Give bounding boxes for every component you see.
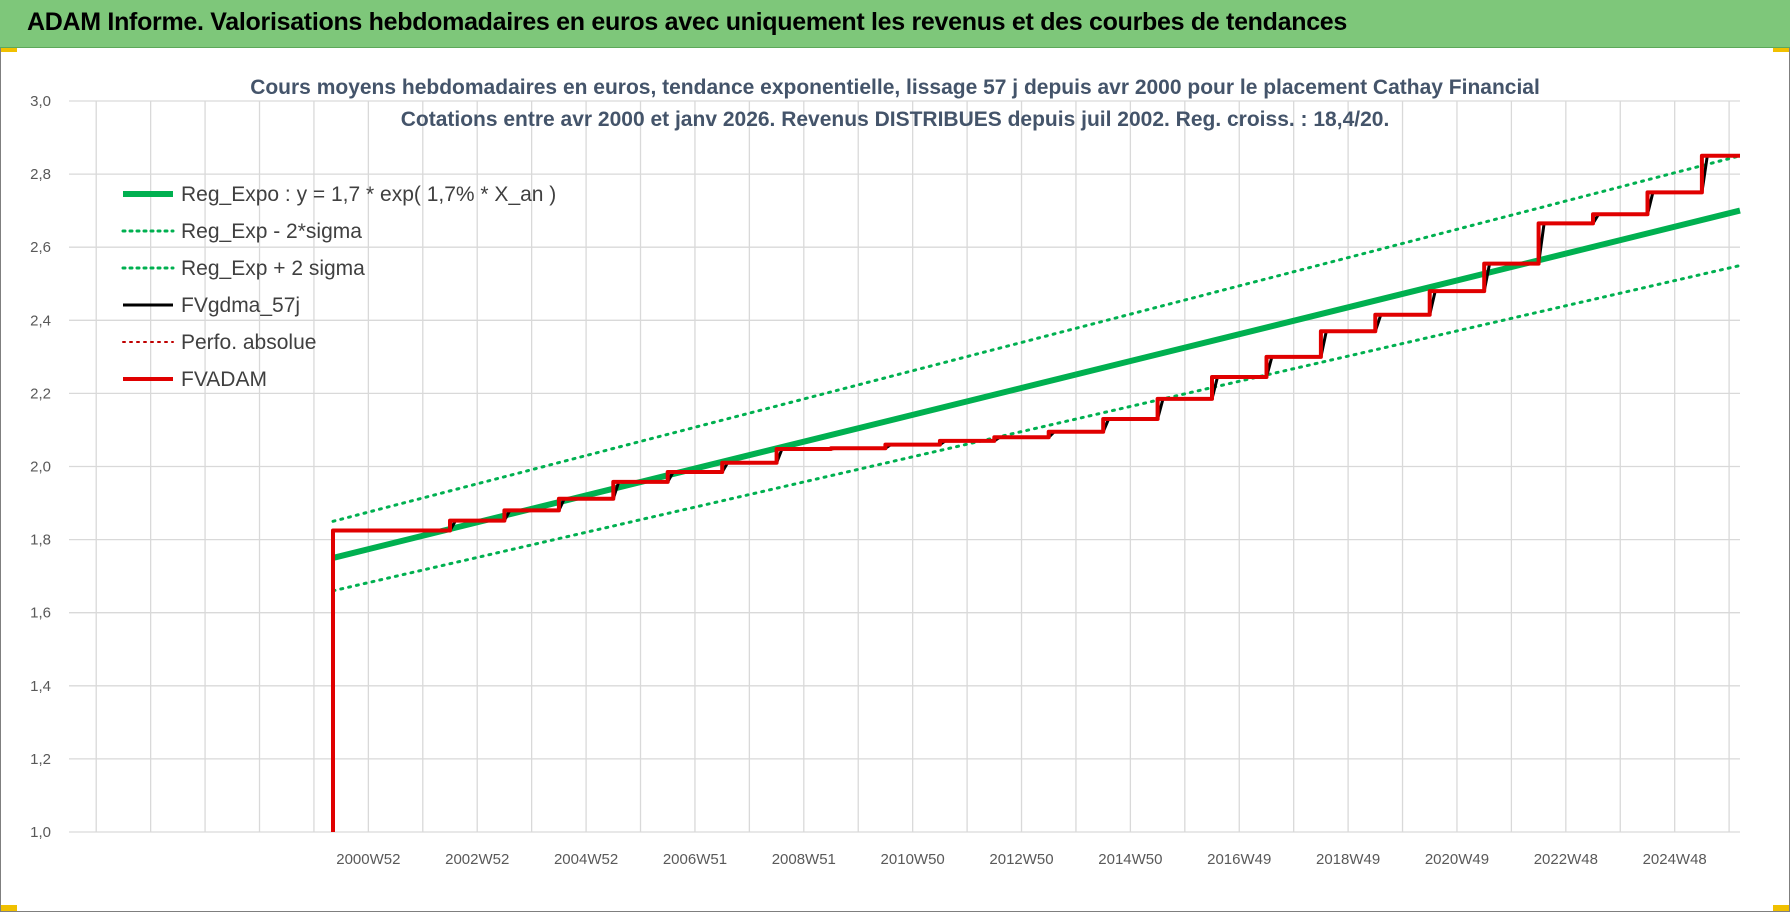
x-tick-label: 2018W49 bbox=[1316, 851, 1380, 868]
header-banner: ADAM Informe. Valorisations hebdomadaire… bbox=[0, 0, 1790, 48]
grid bbox=[69, 100, 1740, 833]
x-tick-label: 2012W50 bbox=[989, 851, 1053, 868]
y-tick-label: 1,8 bbox=[30, 532, 51, 549]
x-tick-label: 2004W52 bbox=[554, 851, 618, 868]
y-tick-label: 1,0 bbox=[30, 824, 51, 841]
legend-label: Perfo. absolue bbox=[181, 331, 316, 354]
chart-title-line-2: Cotations entre avr 2000 et janv 2026. R… bbox=[401, 108, 1390, 131]
x-tick-label: 2014W50 bbox=[1098, 851, 1162, 868]
y-tick-label: 1,2 bbox=[30, 751, 51, 768]
y-tick-label: 2,0 bbox=[30, 459, 51, 476]
y-tick-label: 1,4 bbox=[30, 678, 51, 695]
x-tick-label: 2010W50 bbox=[881, 851, 945, 868]
legend-label: Reg_Exp - 2*sigma bbox=[181, 220, 362, 243]
y-tick-label: 2,4 bbox=[30, 312, 51, 329]
series-line bbox=[333, 154, 1740, 532]
series-line bbox=[331, 264, 1742, 593]
y-tick-label: 2,8 bbox=[30, 166, 51, 183]
x-tick-label: 2008W51 bbox=[772, 851, 836, 868]
series-line bbox=[331, 154, 1742, 523]
y-tick-label: 3,0 bbox=[30, 93, 51, 110]
x-tick-label: 2016W49 bbox=[1207, 851, 1271, 868]
x-tick-label: 2006W51 bbox=[663, 851, 727, 868]
y-tick-label: 2,6 bbox=[30, 239, 51, 256]
x-tick-label: 2024W48 bbox=[1643, 851, 1707, 868]
corner-marker bbox=[1, 46, 17, 52]
y-axis-ticks: 1,0 1,2 1,4 1,6 1,8 2,0 2,2 2,4 2,6 2,8 3,0 bbox=[30, 93, 51, 841]
page-title: ADAM Informe. Valorisations hebdomadaire… bbox=[27, 8, 1348, 36]
legend-label: FVgdma_57j bbox=[181, 294, 300, 317]
legend-label: FVADAM bbox=[181, 368, 267, 391]
legend-label: Reg_Exp + 2 sigma bbox=[181, 257, 365, 280]
corner-marker bbox=[1, 905, 17, 911]
y-tick-label: 2,2 bbox=[30, 385, 51, 402]
chart-title-line-1: Cours moyens hebdomadaires en euros, ten… bbox=[250, 76, 1540, 99]
y-tick-label: 1,6 bbox=[30, 605, 51, 622]
legend: Reg_Expo : y = 1,7 * exp( 1,7% * X_an ) R… bbox=[121, 183, 556, 391]
x-tick-label: 2002W52 bbox=[445, 851, 509, 868]
legend-label: Reg_Expo : y = 1,7 * exp( 1,7% * X_an ) bbox=[181, 183, 556, 206]
x-tick-label: 2020W49 bbox=[1425, 851, 1489, 868]
x-axis-ticks: 2000W52 2002W52 2004W52 2006W51 2008W51 2010W… bbox=[336, 851, 1707, 868]
x-tick-label: 2022W48 bbox=[1534, 851, 1598, 868]
corner-marker bbox=[1773, 905, 1789, 911]
series-line bbox=[331, 153, 1740, 832]
corner-marker bbox=[1773, 46, 1789, 52]
chart-title: Cours moyens hebdomadaires en euros, ten… bbox=[250, 76, 1540, 131]
series-layer bbox=[331, 153, 1742, 832]
x-tick-label: 2000W52 bbox=[336, 851, 400, 868]
